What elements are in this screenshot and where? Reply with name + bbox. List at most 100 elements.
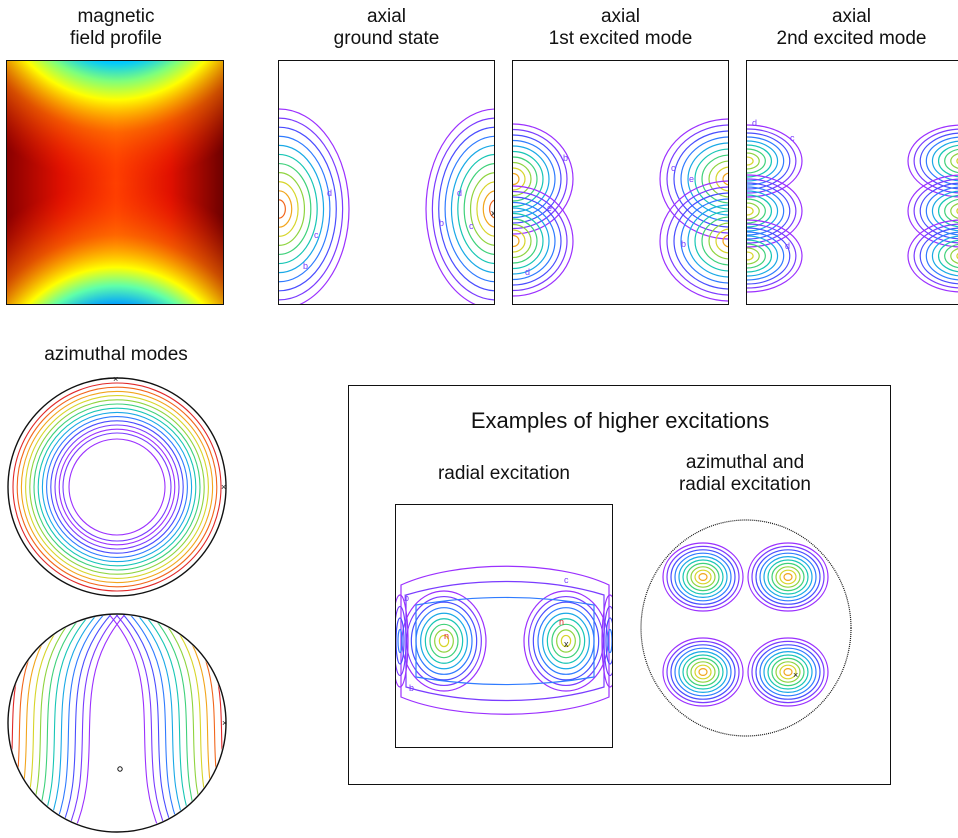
contour-label: × bbox=[793, 670, 798, 680]
azrad-lobe bbox=[698, 668, 708, 677]
radial-inner-lobe bbox=[542, 612, 590, 670]
split-contour-right bbox=[165, 615, 225, 831]
contour-label: c bbox=[314, 230, 319, 240]
azrad-lobe bbox=[686, 657, 720, 687]
radial-inner-lobe bbox=[429, 623, 459, 659]
second-lobe bbox=[944, 243, 958, 269]
split-contour-right bbox=[130, 615, 192, 831]
first-lobe bbox=[513, 128, 568, 230]
radial-inner-lobe bbox=[551, 623, 581, 659]
second-lobe bbox=[944, 148, 958, 174]
split-contour-right bbox=[137, 615, 199, 831]
second-lobe bbox=[747, 219, 803, 293]
first-lobe bbox=[680, 136, 728, 222]
contour-label: d bbox=[785, 241, 790, 251]
first-lobe bbox=[694, 148, 728, 210]
contour-label: e bbox=[547, 203, 552, 213]
ground-lobe-left bbox=[279, 108, 350, 304]
second-lobe bbox=[747, 223, 797, 289]
radial-inner-lobe bbox=[556, 629, 576, 653]
radial-edge-lobe bbox=[396, 617, 405, 665]
contour-label: b bbox=[303, 261, 308, 271]
contour-label: d bbox=[525, 267, 530, 277]
ground-lobe-left bbox=[279, 172, 306, 246]
ring-contour bbox=[50, 420, 184, 554]
radial-inner-lobe bbox=[546, 618, 586, 664]
first-lobe bbox=[513, 123, 574, 235]
second-lobe bbox=[747, 174, 803, 248]
first-lobe bbox=[513, 161, 532, 197]
azrad-lobe bbox=[783, 668, 793, 677]
ground-lobe-right bbox=[438, 126, 494, 292]
contour-label: b bbox=[681, 239, 686, 249]
ground-lobe-right bbox=[476, 181, 494, 237]
radial-edge-lobe bbox=[605, 617, 612, 665]
azrad-lobe bbox=[771, 657, 805, 687]
second-lobe bbox=[747, 231, 785, 281]
radial-inner-lobe bbox=[528, 595, 604, 687]
second-lobe bbox=[747, 198, 766, 224]
second-lobe bbox=[747, 186, 785, 236]
split-contour-left bbox=[56, 615, 118, 831]
second-lobe bbox=[913, 128, 958, 194]
azimuthal-mode-split: × bbox=[7, 613, 227, 833]
axial-first-excited-plot: b e d c e b bbox=[512, 60, 729, 305]
second-lobe bbox=[950, 203, 958, 219]
contour-label: d bbox=[752, 118, 757, 128]
contour-label: x bbox=[564, 639, 569, 649]
contour-label: e bbox=[689, 174, 694, 184]
contour-label: b bbox=[563, 153, 568, 163]
split-contour-right bbox=[123, 615, 185, 831]
magnetic-field-heatmap bbox=[6, 60, 224, 305]
second-lobe bbox=[919, 132, 958, 190]
azrad-lobe bbox=[662, 542, 744, 612]
second-lobe bbox=[944, 198, 958, 224]
first-lobe bbox=[715, 166, 728, 192]
azrad-lobe bbox=[767, 654, 809, 690]
split-contour-right bbox=[102, 615, 164, 831]
axial-ground-state-plot: b c d b c d x bbox=[278, 60, 495, 305]
ring-contour bbox=[54, 424, 180, 550]
first-lobe bbox=[722, 234, 728, 248]
second-lobe bbox=[747, 190, 779, 232]
azrad-lobe bbox=[686, 562, 720, 592]
azrad-lobe bbox=[666, 640, 740, 704]
radial-inner-lobe bbox=[410, 601, 478, 681]
ground-lobe-right bbox=[469, 172, 494, 246]
second-lobe bbox=[907, 219, 958, 293]
ground-lobe-left bbox=[279, 126, 337, 292]
contour-label: × bbox=[113, 374, 118, 384]
azrad-lobe bbox=[779, 569, 797, 585]
second-lobe bbox=[747, 182, 791, 240]
azrad-lobe bbox=[674, 552, 732, 602]
second-lobe bbox=[747, 140, 779, 182]
radial-excitation-plot: c b b n n x bbox=[395, 504, 613, 748]
contour-label: c bbox=[469, 221, 474, 231]
radial-edge-lobe bbox=[396, 594, 409, 688]
ground-lobe-right bbox=[444, 135, 494, 283]
first-lobe bbox=[708, 160, 728, 198]
contour-label: b bbox=[409, 683, 414, 693]
azrad-lobe bbox=[674, 647, 732, 697]
second-lobe bbox=[931, 140, 958, 182]
first-lobe bbox=[513, 207, 550, 275]
ground-lobe-left bbox=[279, 153, 318, 265]
radial-outer-contour bbox=[400, 565, 610, 715]
split-contour-left bbox=[35, 615, 97, 831]
contour-label: n bbox=[444, 631, 449, 641]
ground-lobe-right bbox=[482, 190, 494, 228]
first-lobe bbox=[666, 124, 728, 234]
second-lobe bbox=[937, 144, 958, 178]
first-lobe bbox=[513, 156, 538, 202]
first-lobe bbox=[513, 223, 532, 259]
radial-inner-lobe bbox=[401, 590, 487, 692]
split-contour-right bbox=[158, 615, 220, 831]
ring-contour bbox=[37, 407, 197, 567]
second-lobe bbox=[931, 190, 958, 232]
first-lobe bbox=[513, 172, 520, 186]
boundary-circle bbox=[640, 519, 852, 737]
azrad-lobe bbox=[694, 569, 712, 585]
second-lobe bbox=[937, 239, 958, 273]
split-contour-left bbox=[28, 615, 90, 831]
split-contour-right bbox=[144, 615, 206, 831]
